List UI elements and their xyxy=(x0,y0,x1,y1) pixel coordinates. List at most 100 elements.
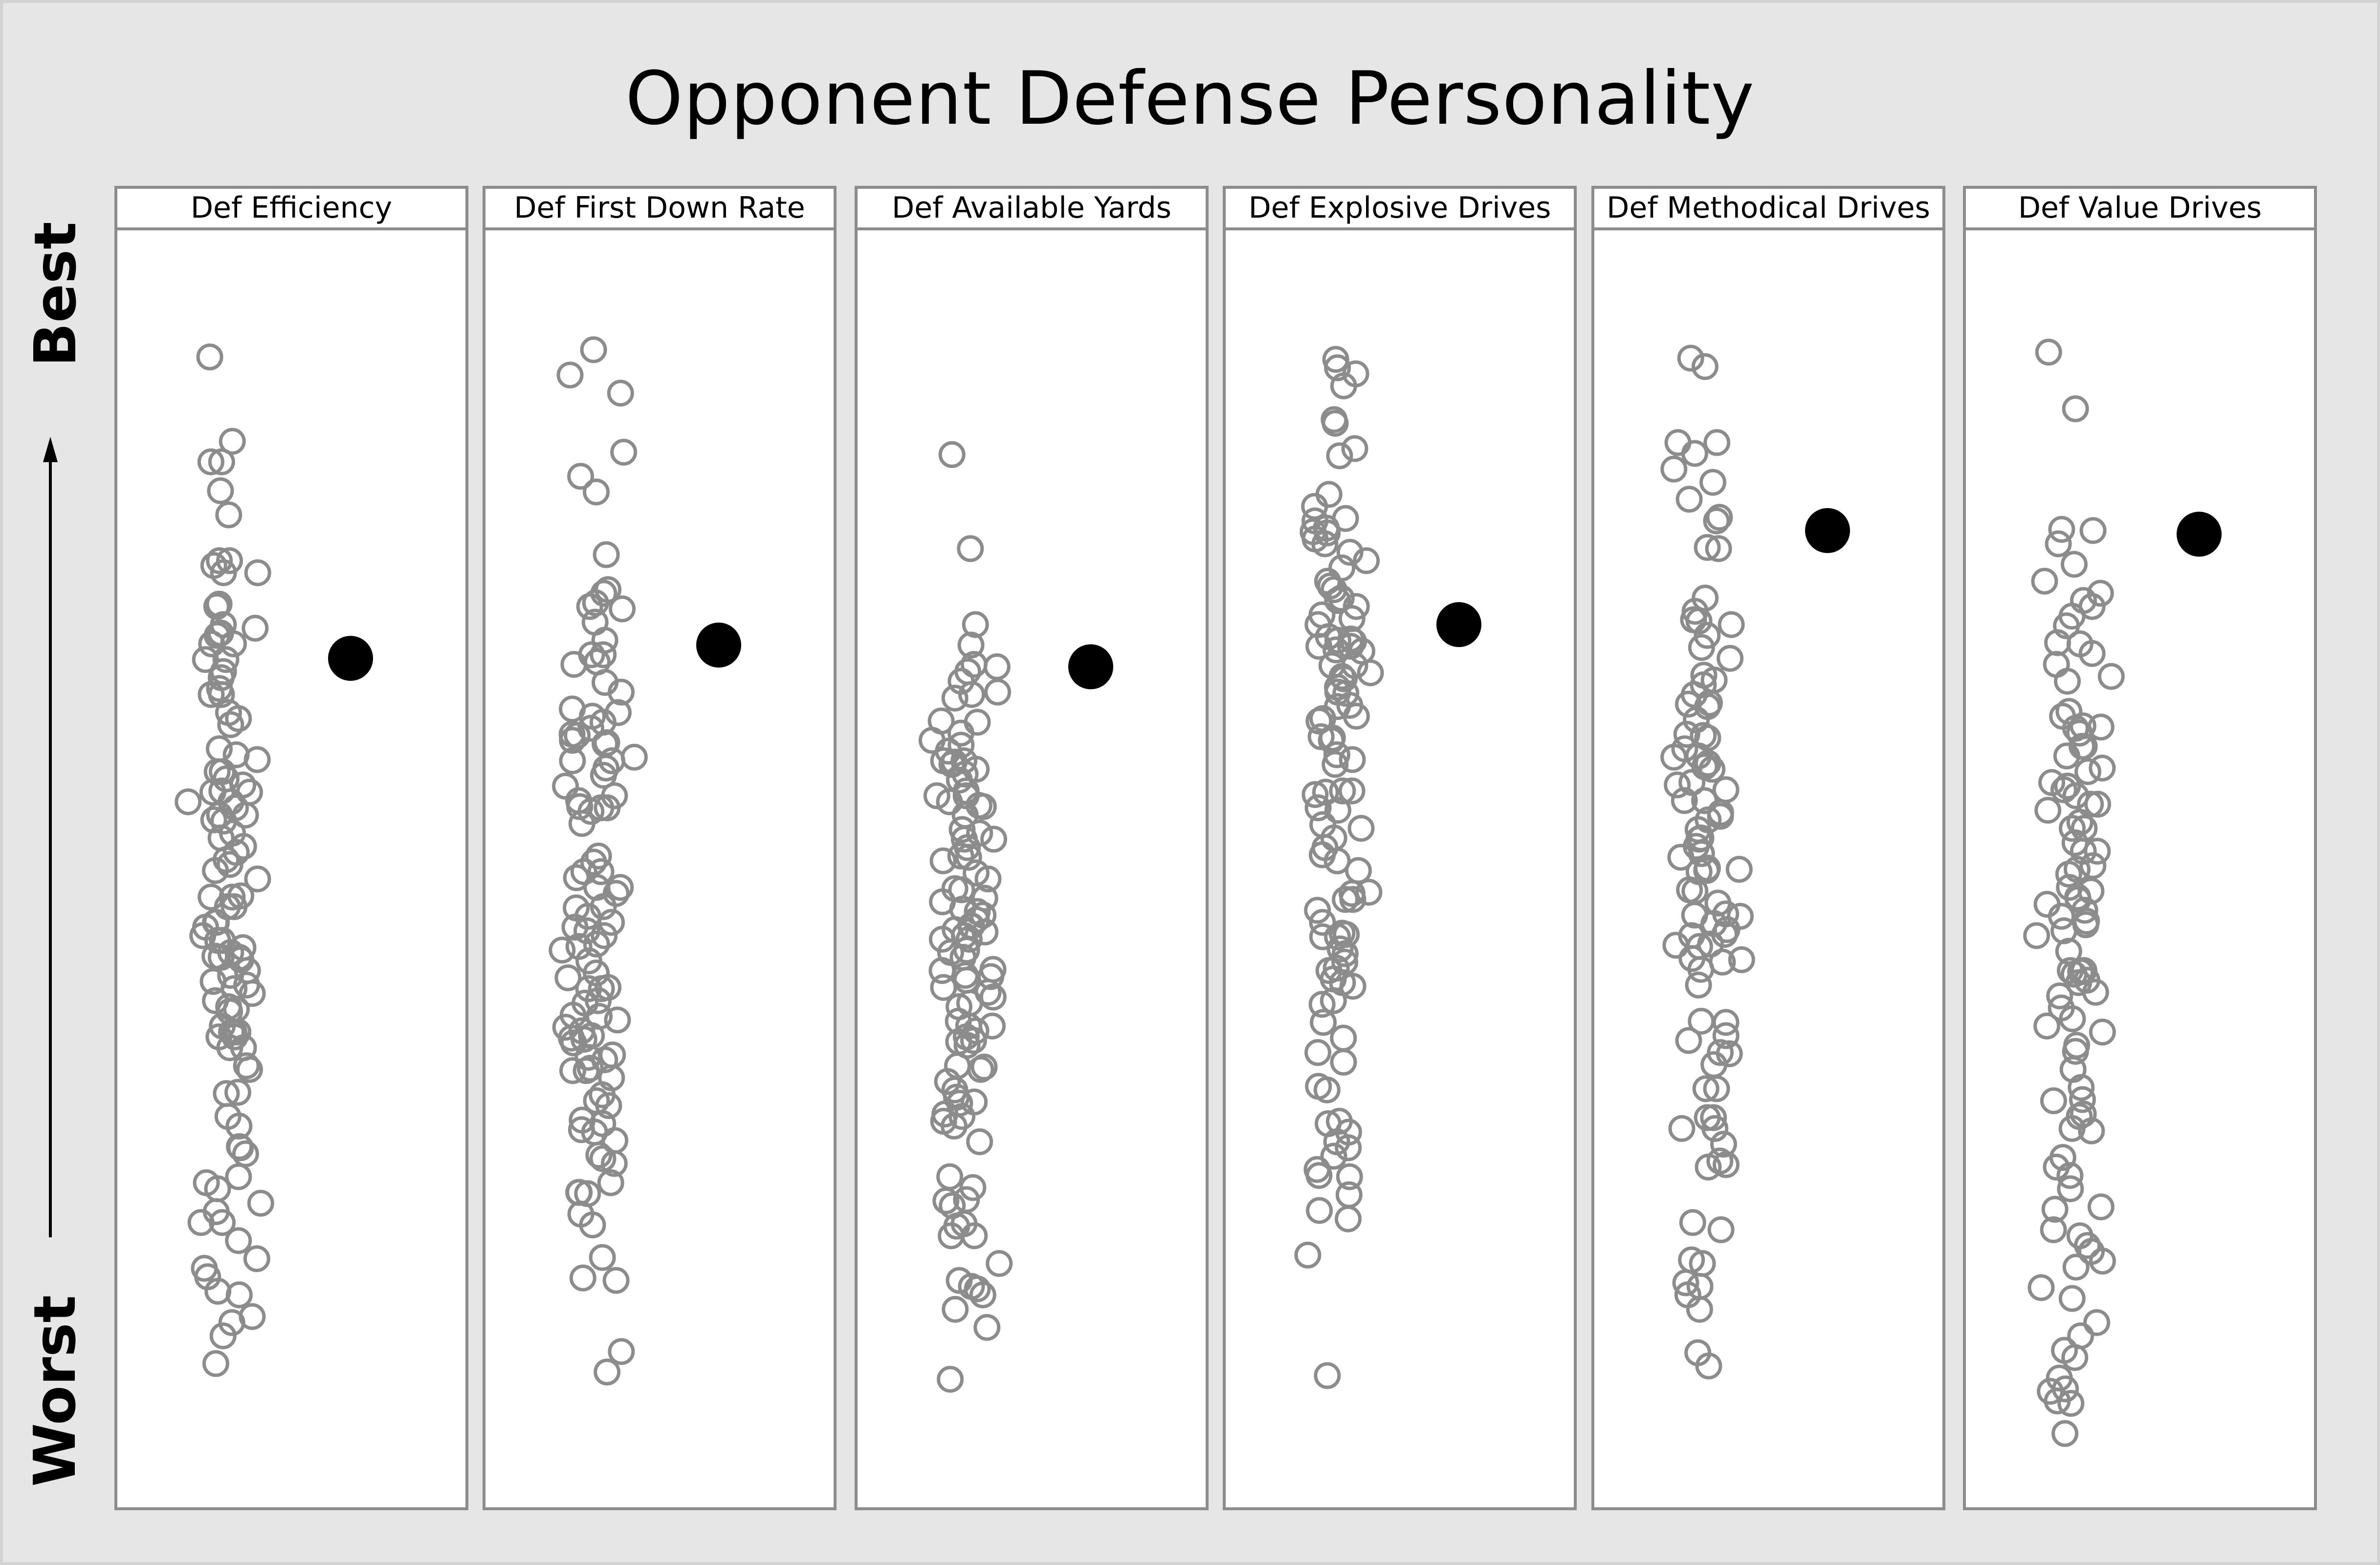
opponent-point xyxy=(2058,1285,2086,1312)
opponent-point xyxy=(1310,1009,1337,1036)
opponent-point xyxy=(597,1169,624,1196)
opponent-point xyxy=(1339,973,1366,1000)
opponent-point xyxy=(225,1163,252,1190)
opponent-point xyxy=(236,1056,263,1083)
opponent-point xyxy=(1329,777,1356,805)
opponent-point xyxy=(930,974,957,1001)
opponent-point xyxy=(561,914,589,941)
opponent-point xyxy=(1699,469,1727,496)
opponent-point xyxy=(939,1192,966,1219)
panel: Def Available Yards xyxy=(855,186,1209,1510)
opponent-point xyxy=(1301,493,1328,520)
opponent-point xyxy=(1711,921,1738,948)
opponent-point xyxy=(1343,593,1370,620)
opponent-point xyxy=(1703,1075,1730,1102)
opponent-point xyxy=(929,847,957,874)
panel-strip xyxy=(855,186,1209,230)
opponent-point xyxy=(1667,844,1695,871)
opponent-point xyxy=(1326,442,1353,470)
opponent-point xyxy=(2070,838,2097,865)
opponent-point xyxy=(1339,886,1366,913)
opponent-point xyxy=(607,380,634,407)
panel-title: Def Efficiency xyxy=(191,191,392,225)
opponent-point xyxy=(225,1227,252,1254)
opponent-point xyxy=(230,833,257,860)
opponent-point xyxy=(2084,790,2112,818)
opponent-point xyxy=(1695,1352,1722,1380)
opponent-point xyxy=(1671,787,1698,814)
opponent-point xyxy=(559,747,586,775)
opponent-point xyxy=(225,1281,253,1309)
opponent-point xyxy=(591,922,618,949)
panel-strip xyxy=(1591,186,1945,230)
opponent-point xyxy=(187,1209,215,1236)
opponent-point xyxy=(2079,852,2107,879)
opponent-point xyxy=(986,1250,1013,1277)
opponent-point xyxy=(2043,1153,2070,1181)
opponent-point xyxy=(1707,803,1734,830)
opponent-point xyxy=(225,705,252,732)
panel-plot-area xyxy=(1963,227,2317,1510)
opponent-point xyxy=(2084,838,2111,865)
opponent-point xyxy=(1675,486,1703,513)
opponent-point xyxy=(233,1052,260,1079)
opponent-point xyxy=(1710,1131,1737,1158)
opponent-point xyxy=(967,1056,994,1083)
opponent-point xyxy=(220,893,248,920)
opponent-point xyxy=(1686,1296,1713,1323)
opponent-point xyxy=(1717,645,1744,672)
opponent-point xyxy=(1330,372,1357,400)
panel: Def Explosive Drives xyxy=(1223,186,1577,1510)
opponent-point xyxy=(590,641,617,669)
opponent-point xyxy=(2033,1012,2061,1040)
opponent-point xyxy=(1355,878,1383,906)
opponent-point xyxy=(1673,720,1700,748)
highlight-point xyxy=(328,636,373,681)
opponent-point xyxy=(2089,754,2116,782)
opponent-point xyxy=(224,1079,251,1106)
opponent-point xyxy=(1306,1197,1333,1224)
opponent-point xyxy=(569,1264,596,1292)
opponent-point xyxy=(1327,584,1355,612)
opponent-point xyxy=(1330,665,1358,693)
opponent-point xyxy=(2066,808,2094,836)
opponent-point xyxy=(1335,1134,1362,1162)
opponent-point xyxy=(2045,530,2072,558)
opponent-point xyxy=(205,590,233,618)
opponent-point xyxy=(1678,769,1706,796)
opponent-point xyxy=(966,1128,993,1156)
opponent-point xyxy=(942,1296,969,1323)
opponent-point xyxy=(1712,1022,1740,1050)
opponent-point xyxy=(1326,935,1354,962)
opponent-point xyxy=(1311,530,1339,558)
opponent-point xyxy=(1330,1049,1357,1076)
opponent-point xyxy=(1694,750,1721,777)
opponent-point xyxy=(1695,1153,1722,1181)
opponent-point xyxy=(983,653,1011,680)
panel: Def Methodical Drives xyxy=(1591,186,1945,1510)
opponent-point xyxy=(969,1281,996,1309)
opponent-point xyxy=(579,1211,606,1239)
opponent-point xyxy=(928,925,956,953)
opponent-point xyxy=(192,646,219,673)
opponent-point xyxy=(1688,634,1715,661)
opponent-point xyxy=(957,535,984,562)
opponent-point xyxy=(2035,338,2062,366)
opponent-point xyxy=(2062,395,2089,423)
opponent-point xyxy=(607,873,634,901)
opponent-point xyxy=(2083,1309,2111,1336)
opponent-point xyxy=(202,857,229,884)
highlight-point xyxy=(696,623,741,668)
opponent-point xyxy=(1688,840,1715,867)
opponent-point xyxy=(208,681,235,708)
opponent-point xyxy=(1332,680,1360,707)
opponent-point xyxy=(980,826,1008,853)
panel-title: Def Available Yards xyxy=(892,191,1171,225)
opponent-point xyxy=(560,1029,587,1056)
opponent-point xyxy=(1324,797,1352,824)
panel-plot-area xyxy=(855,227,1209,1510)
highlight-point xyxy=(1436,602,1481,648)
opponent-point xyxy=(971,918,999,946)
opponent-point xyxy=(1706,504,1733,531)
